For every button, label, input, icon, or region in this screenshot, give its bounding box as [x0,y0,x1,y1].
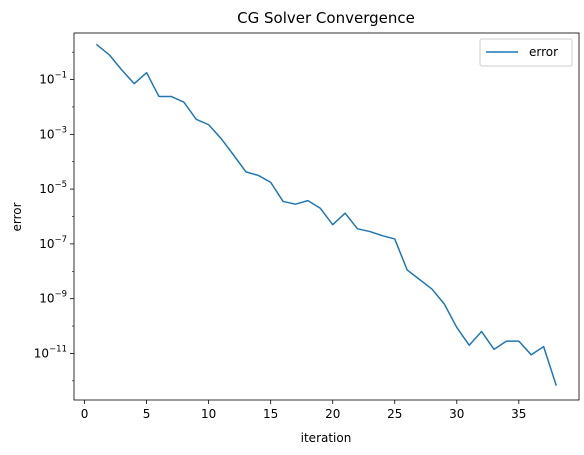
x-axis: 0 5 10 15 20 25 30 35 [81,400,526,421]
series-line-error [95,43,557,386]
y-tick-label: 10−1 [39,71,67,87]
x-tick-label: 25 [387,407,402,421]
legend-label-error: error [529,45,558,59]
y-axis-title: error [10,202,24,231]
x-tick-label: 20 [325,407,340,421]
plot-border [73,32,580,401]
x-tick-label: 30 [449,407,464,421]
chart-title: CG Solver Convergence [237,9,415,27]
y-axis: 10−11 10−9 10−7 10−5 10−3 10−1 [34,71,74,360]
x-tick-label: 5 [143,407,151,421]
x-axis-title: iteration [301,431,352,445]
y-tick-label: 10−9 [39,290,67,306]
y-tick-label: 10−7 [39,235,67,251]
x-tick-label: 35 [511,407,526,421]
legend: error [479,38,573,67]
y-tick-label: 10−11 [34,344,67,360]
legend-box [479,38,573,67]
x-tick-label: 15 [263,407,278,421]
x-tick-label: 10 [201,407,216,421]
y-tick-label: 10−3 [39,125,67,141]
x-tick-label: 0 [81,407,89,421]
y-tick-label: 10−5 [39,180,67,196]
